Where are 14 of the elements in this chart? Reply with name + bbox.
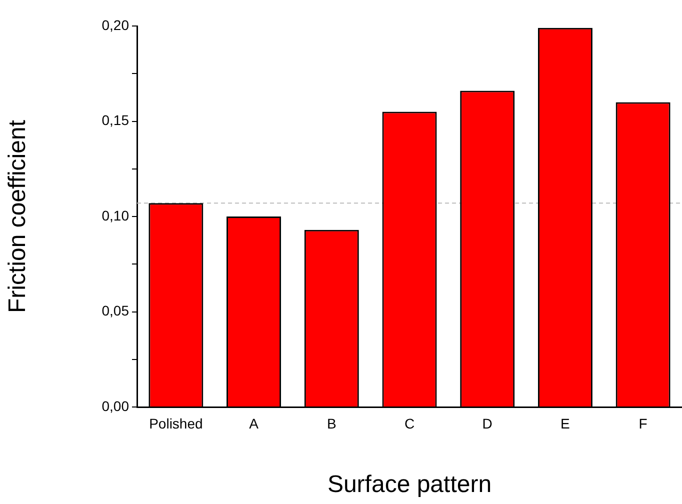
y-axis-title: Friction coefficient — [4, 120, 32, 313]
x-tick-label: B — [326, 415, 336, 432]
x-tick-label: Polished — [149, 415, 203, 432]
x-axis-title: Surface pattern — [327, 471, 492, 498]
y-tick-label: 0,00 — [102, 398, 130, 414]
x-tick-label: D — [482, 415, 492, 432]
x-tick-label: E — [560, 415, 570, 432]
y-tick-label: 0,15 — [102, 112, 130, 128]
x-tick-label: F — [638, 415, 648, 432]
y-tick-label: 0,05 — [102, 302, 130, 319]
y-tick-label: 0,20 — [102, 16, 130, 33]
y-tick-label: 0,10 — [102, 207, 130, 224]
x-tick-label: A — [249, 415, 260, 432]
x-tick-label: C — [404, 415, 415, 432]
